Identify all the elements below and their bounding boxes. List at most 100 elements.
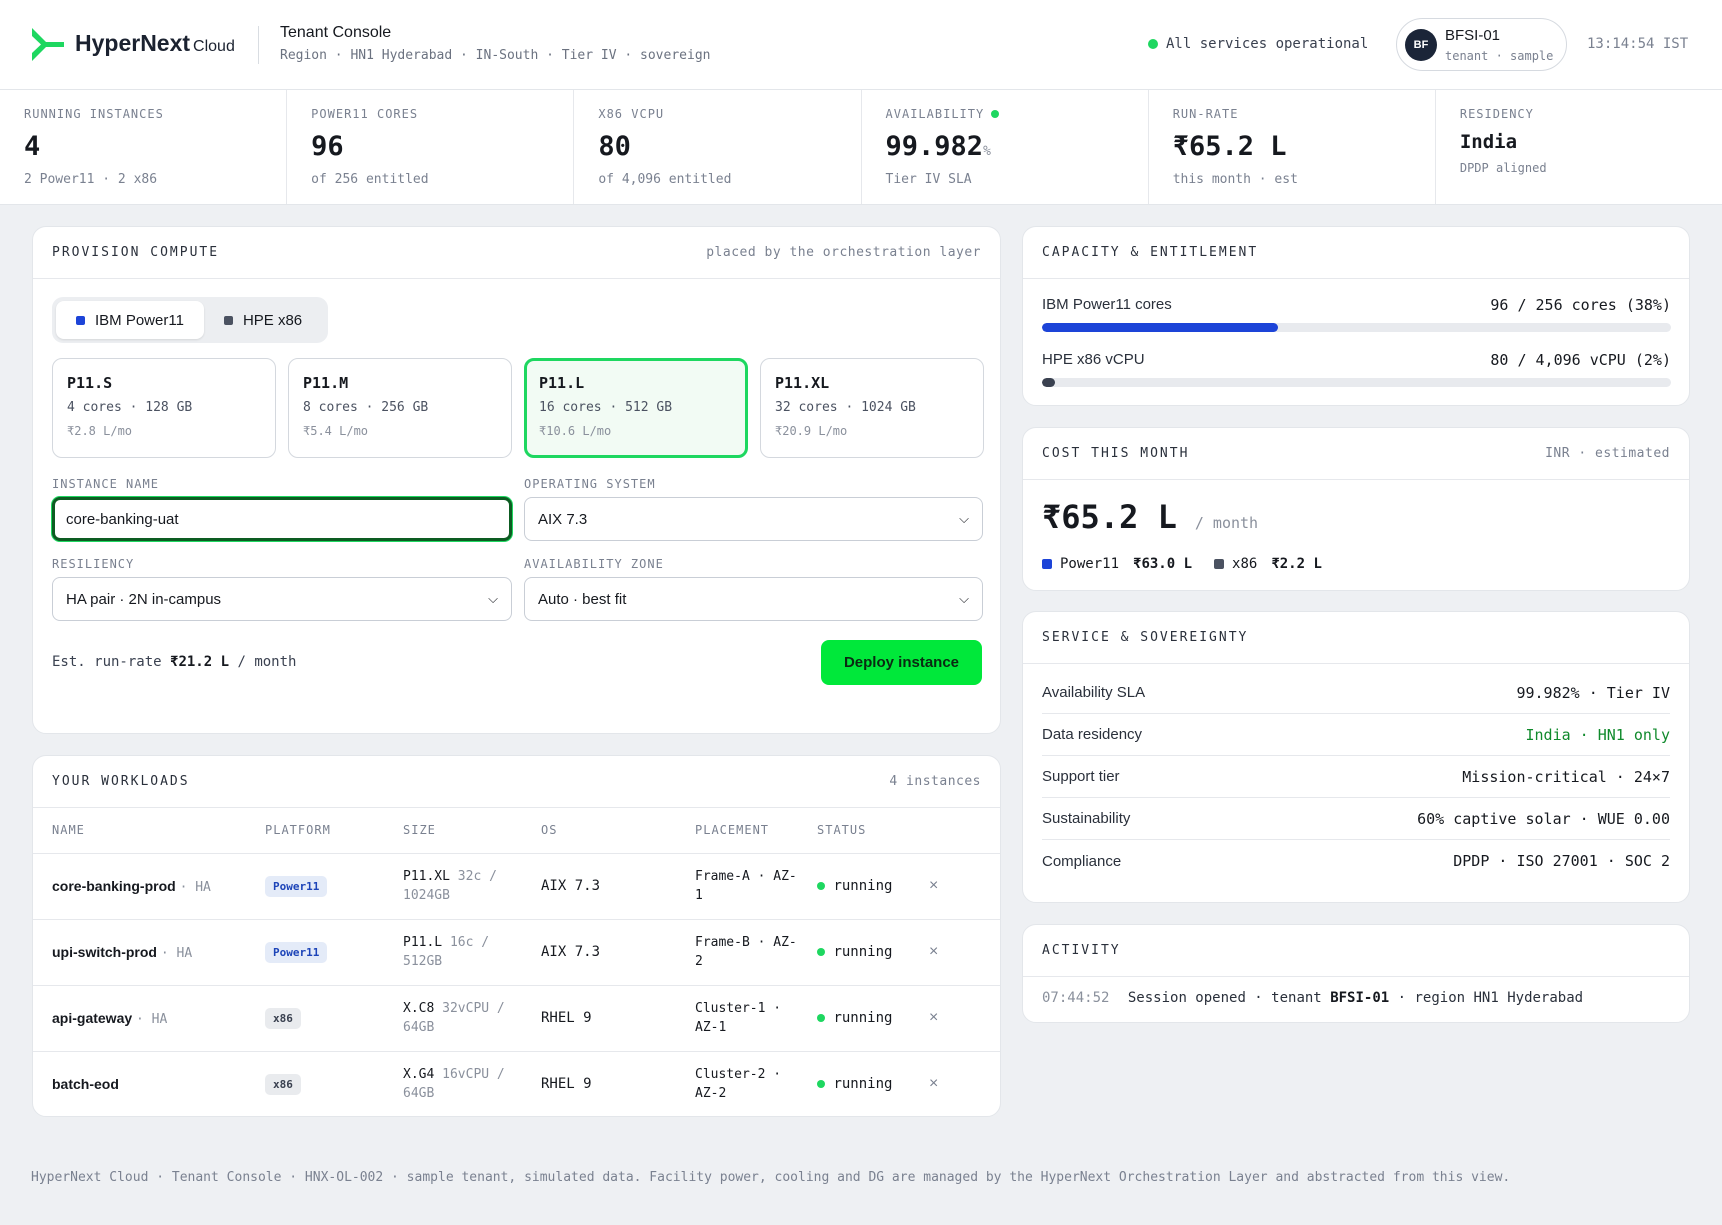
running-status-icon [817, 882, 825, 890]
activity-time: 07:44:52 [1042, 990, 1110, 1006]
est-prefix: Est. run-rate [52, 654, 162, 670]
os-label: OPERATING SYSTEM [524, 477, 656, 491]
chevron-down-icon: ⌵ [959, 591, 969, 606]
capacity-bar-fill [1042, 323, 1278, 332]
workload-name[interactable]: batch-eod [52, 1075, 119, 1092]
name-cell: batch-eod [33, 1051, 265, 1116]
platform-badge: Power11 [265, 875, 328, 897]
placement-value: Cluster-1 · [695, 1001, 782, 1016]
platform-cell: x86 [265, 1051, 403, 1116]
capacity-label: HPE x86 vCPU [1042, 351, 1145, 368]
os-selected-value: AIX 7.3 [538, 510, 588, 528]
card-title: COST THIS MONTH [1042, 446, 1190, 461]
service-key: Compliance [1042, 852, 1122, 870]
card-header: SERVICE & SOVEREIGNTY [1023, 612, 1689, 664]
terminate-close-icon[interactable]: × [929, 1009, 939, 1026]
kpi-value: 80 [598, 131, 631, 162]
table-row: core-banking-prod · HA Power11 P11.XL 32… [33, 853, 1000, 920]
terminate-close-icon[interactable]: × [929, 1075, 939, 1093]
running-status-icon [817, 1080, 825, 1089]
plan-card-p11-xl[interactable]: P11.XL 32 cores · 1024 GB ₹20.9 L/mo [760, 358, 984, 458]
tenant-name: BFSI-01 [1445, 27, 1501, 44]
plan-spec: 32 cores · 1024 GB [775, 400, 916, 415]
action-cell: × [929, 985, 1000, 1052]
platform-cell: Power11 [265, 853, 403, 920]
column-header: NAME [33, 808, 265, 854]
resiliency-select[interactable]: HA pair · 2N in-campus ⌵ [52, 577, 512, 621]
size-cell: X.C8 32vCPU / 64GB [403, 985, 541, 1052]
capacity-value: 80 / 4,096 vCPU (2%) [1490, 351, 1671, 369]
capacity-value: 96 / 256 cores (38%) [1490, 296, 1671, 314]
capacity-card: CAPACITY & ENTITLEMENT IBM Power11 cores… [1022, 226, 1690, 406]
card-header: COST THIS MONTH INR · estimated [1023, 428, 1689, 480]
plan-card-p11-s[interactable]: P11.S 4 cores · 128 GB ₹2.8 L/mo [52, 358, 276, 458]
workloads-card: YOUR WORKLOADS 4 instances NAME PLATFORM… [32, 755, 1001, 1117]
service-value: Mission-critical · 24×7 [1462, 767, 1670, 786]
size-value: X.C8 [403, 1001, 435, 1016]
plan-card-p11-l[interactable]: P11.L 16 cores · 512 GB ₹10.6 L/mo [524, 358, 748, 458]
table-header-row: NAME PLATFORM SIZE OS PLACEMENT STATUS [33, 808, 1000, 854]
avatar: BF [1405, 29, 1437, 61]
plan-name: P11.M [303, 374, 349, 392]
workload-name[interactable]: core-banking-prod [52, 877, 176, 894]
kpi-sub: Tier IV SLA [885, 172, 972, 187]
service-value: 60% captive solar · WUE 0.00 [1417, 809, 1670, 828]
size-detail: 16c / [449, 935, 490, 950]
placement-value-2: AZ-1 [695, 1020, 727, 1035]
capacity-row-power11: IBM Power11 cores 96 / 256 cores (38%) [1042, 296, 1671, 332]
kpi-sub: of 256 entitled [311, 172, 429, 187]
kpi-residency: RESIDENCY India DPDP aligned [1436, 90, 1722, 204]
service-value: DPDP · ISO 27001 · SOC 2 [1453, 852, 1670, 870]
platform-option-power11[interactable]: IBM Power11 [56, 301, 204, 339]
table-row: upi-switch-prod · HA Power11 P11.L 16c /… [33, 919, 1000, 986]
workload-name[interactable]: api-gateway [52, 1009, 133, 1026]
terminate-close-icon[interactable]: × [929, 877, 939, 894]
platform-cell: Power11 [265, 919, 403, 986]
breakdown-value: ₹63.0 L [1133, 556, 1193, 572]
platform-option-x86[interactable]: HPE x86 [204, 301, 322, 339]
platform-x86-swatch-icon [223, 315, 233, 325]
platform-badge: x86 [265, 1073, 301, 1095]
deploy-instance-button[interactable]: Deploy instance [821, 640, 982, 685]
capacity-row-x86: HPE x86 vCPU 80 / 4,096 vCPU (2%) [1042, 351, 1671, 387]
chevron-down-icon: ⌵ [488, 591, 498, 606]
column-header: OS [541, 808, 695, 854]
hypernext-logo-icon [32, 28, 64, 61]
workload-name[interactable]: upi-switch-prod [52, 943, 157, 960]
plan-card-p11-m[interactable]: P11.M 8 cores · 256 GB ₹5.4 L/mo [288, 358, 512, 458]
table-row: batch-eod x86 X.G4 16vCPU / 64GB RHEL 9 C… [33, 1051, 1000, 1116]
top-header: HyperNext Cloud Tenant Console Region · H… [0, 0, 1722, 90]
terminate-close-icon[interactable]: × [929, 943, 939, 960]
tenant-switcher[interactable]: BF BFSI-01 tenant · sample [1396, 18, 1567, 71]
size-detail-2: 64GB [403, 1020, 435, 1035]
breakdown-value: ₹2.2 L [1271, 556, 1322, 572]
card-header: CAPACITY & ENTITLEMENT [1023, 227, 1689, 279]
cost-breakdown: Power11 ₹63.0 L x86 ₹2.2 L [1042, 556, 1322, 572]
platform-power11-swatch-icon [76, 315, 85, 325]
activity-text: Session opened · tenant [1127, 990, 1322, 1006]
size-detail: 32vCPU / [442, 1001, 505, 1016]
card-header: ACTIVITY [1023, 925, 1689, 977]
platform-badge: Power11 [265, 941, 328, 963]
kpi-label: AVAILABILITY [885, 107, 985, 121]
plan-name: P11.S [67, 374, 113, 392]
service-row-residency: Data residency India · HN1 only [1042, 714, 1670, 756]
column-header: PLATFORM [265, 808, 403, 854]
column-header: SIZE [403, 808, 541, 854]
kpi-run-rate: RUN-RATE ₹65.2 L this month · est [1149, 90, 1436, 204]
size-cell: P11.L 16c / 512GB [403, 919, 541, 986]
card-title: ACTIVITY [1042, 943, 1121, 958]
kpi-value-unit: % [983, 144, 991, 159]
status-cell: running [817, 853, 929, 920]
size-cell: X.G4 16vCPU / 64GB [403, 1051, 541, 1116]
os-select[interactable]: AIX 7.3 ⌵ [524, 497, 983, 541]
kpi-value: 4 [24, 131, 41, 162]
action-cell: × [929, 853, 1000, 920]
instance-name-input[interactable] [52, 497, 512, 541]
card-title: PROVISION COMPUTE [52, 245, 220, 260]
resiliency-label: RESILIENCY [52, 557, 135, 571]
platform-cell: x86 [265, 985, 403, 1052]
availability-zone-select[interactable]: Auto · best fit ⌵ [524, 577, 983, 621]
activity-entry: 07:44:52 Session opened · tenant BFSI-01… [1042, 990, 1583, 1006]
card-meta: 4 instances [889, 774, 981, 789]
